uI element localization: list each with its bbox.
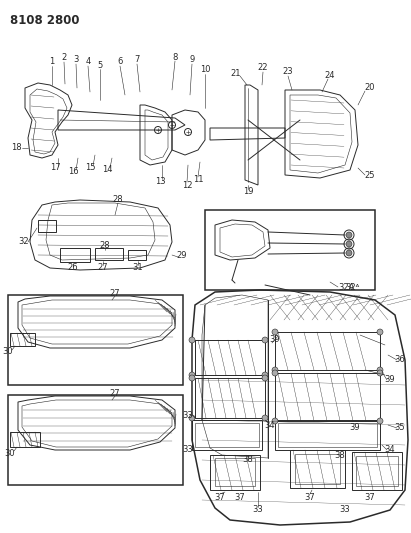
Text: 9: 9	[189, 55, 195, 64]
Text: 33: 33	[253, 505, 263, 514]
Text: 2: 2	[61, 53, 67, 62]
Text: 34: 34	[265, 422, 275, 431]
Bar	[278, 423, 377, 447]
Circle shape	[272, 370, 278, 376]
Circle shape	[189, 372, 195, 378]
Text: 36: 36	[395, 356, 405, 365]
Text: 30: 30	[5, 449, 15, 458]
Text: 29: 29	[177, 251, 187, 260]
Text: 16: 16	[68, 167, 79, 176]
Text: 33: 33	[182, 410, 193, 419]
Circle shape	[189, 375, 195, 381]
Text: 8: 8	[172, 52, 178, 61]
Circle shape	[262, 372, 268, 378]
Bar	[8, 295, 183, 385]
Text: 6: 6	[117, 58, 123, 67]
Text: 1: 1	[49, 58, 55, 67]
Circle shape	[272, 418, 278, 424]
Text: 15: 15	[85, 164, 95, 173]
Circle shape	[262, 415, 268, 421]
Text: 27: 27	[98, 263, 109, 272]
Text: 32ᴬ: 32ᴬ	[345, 284, 359, 293]
Text: 34: 34	[385, 446, 395, 455]
Bar	[275, 373, 380, 421]
Bar	[195, 340, 265, 375]
Text: 38: 38	[335, 450, 345, 459]
Circle shape	[377, 329, 383, 335]
Text: 7: 7	[134, 55, 140, 64]
Bar	[10, 333, 35, 346]
Text: 37: 37	[235, 492, 245, 502]
Text: 38: 38	[242, 456, 253, 464]
Bar	[8, 395, 183, 485]
Text: 33: 33	[182, 446, 193, 455]
Bar	[60, 248, 90, 262]
Bar	[192, 420, 262, 450]
Bar	[215, 458, 255, 486]
Text: 28: 28	[100, 240, 110, 249]
Bar	[195, 378, 265, 418]
Text: 13: 13	[155, 177, 165, 187]
Bar	[195, 423, 259, 447]
Circle shape	[346, 241, 352, 247]
Circle shape	[346, 250, 352, 256]
Circle shape	[262, 337, 268, 343]
Text: 31: 31	[133, 263, 143, 272]
Circle shape	[189, 337, 195, 343]
Text: 39: 39	[385, 376, 395, 384]
Bar	[290, 450, 345, 488]
Circle shape	[272, 329, 278, 335]
Text: 22: 22	[258, 63, 268, 72]
Text: 5: 5	[97, 61, 103, 69]
Text: 32A: 32A	[338, 284, 354, 293]
Bar	[210, 455, 260, 490]
Text: 4: 4	[85, 58, 90, 67]
Text: 3: 3	[73, 55, 79, 64]
Bar	[275, 332, 380, 370]
Circle shape	[189, 415, 195, 421]
Text: 27: 27	[110, 288, 120, 297]
Text: 14: 14	[102, 166, 112, 174]
Text: 11: 11	[193, 175, 203, 184]
Bar	[10, 432, 40, 447]
Text: 19: 19	[243, 188, 253, 197]
Text: 26: 26	[68, 263, 79, 272]
Text: 8108 2800: 8108 2800	[10, 14, 79, 27]
Text: 35: 35	[395, 424, 405, 432]
Text: 33: 33	[339, 505, 350, 514]
Bar	[352, 452, 402, 490]
Bar	[356, 456, 398, 486]
Text: 18: 18	[11, 143, 21, 152]
Bar	[128, 250, 146, 260]
Circle shape	[377, 370, 383, 376]
Text: 37: 37	[305, 492, 315, 502]
Text: 12: 12	[182, 181, 192, 190]
Text: 25: 25	[365, 171, 375, 180]
Circle shape	[377, 418, 383, 424]
Bar	[205, 210, 375, 290]
Text: 28: 28	[113, 196, 123, 205]
Text: 21: 21	[231, 69, 241, 77]
Circle shape	[272, 367, 278, 373]
Text: 30: 30	[3, 348, 13, 357]
Circle shape	[377, 367, 383, 373]
Bar	[95, 248, 123, 260]
Text: 32: 32	[18, 238, 29, 246]
Text: 27: 27	[110, 389, 120, 398]
Text: 10: 10	[200, 66, 210, 75]
Bar	[38, 220, 56, 232]
Text: 39: 39	[270, 335, 280, 344]
Text: 37: 37	[365, 492, 375, 502]
Text: 23: 23	[283, 68, 293, 77]
Circle shape	[262, 375, 268, 381]
Text: 24: 24	[325, 70, 335, 79]
Circle shape	[346, 232, 352, 238]
Text: 20: 20	[365, 84, 375, 93]
Text: 17: 17	[50, 164, 60, 173]
Bar	[275, 420, 380, 450]
Text: 39: 39	[350, 424, 360, 432]
Text: 37: 37	[215, 492, 225, 502]
Bar	[295, 454, 340, 484]
